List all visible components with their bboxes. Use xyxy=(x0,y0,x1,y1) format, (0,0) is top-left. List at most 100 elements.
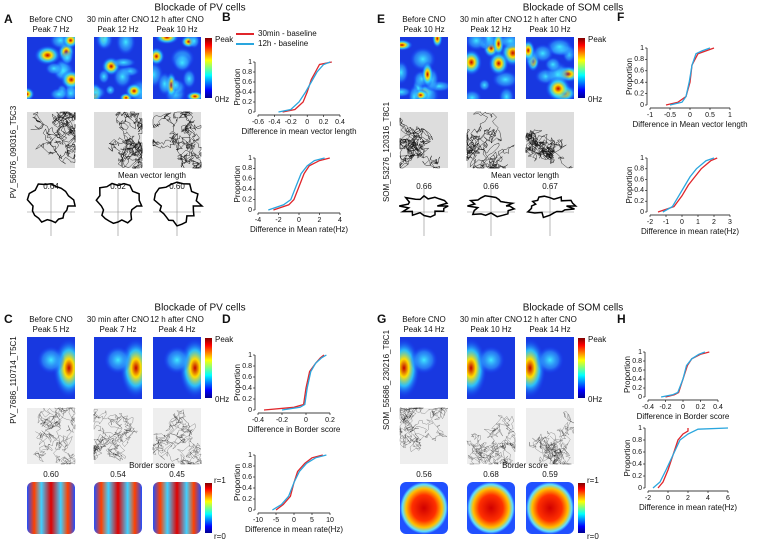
field xyxy=(410,346,438,374)
y-axis-label: Proportion xyxy=(233,166,242,203)
trajectory xyxy=(108,111,143,169)
metric-value: 0.54 xyxy=(110,470,126,479)
section-title: Blockade of SOM cells xyxy=(523,303,624,314)
cell-id: PV_7686_110714_T5C1 xyxy=(9,336,18,424)
y-tick-label: 0.8 xyxy=(634,56,644,63)
section-title: Blockade of PV cells xyxy=(154,303,245,314)
y-tick-label: 0 xyxy=(640,102,644,109)
y-axis-label: Proportion xyxy=(623,440,632,477)
x-tick-label: 1 xyxy=(728,112,732,119)
polar-plot xyxy=(399,194,449,218)
field xyxy=(37,346,65,374)
rate-map xyxy=(27,37,75,99)
cell-id: SOM_55686_230216_T8C1 xyxy=(382,329,391,430)
y-tick-label: 0.8 xyxy=(632,358,642,365)
field xyxy=(531,43,554,63)
y-tick-label: 0.8 xyxy=(242,165,252,172)
x-axis-label: Difference in mean rate(Hz) xyxy=(641,227,739,236)
rate-map-fields xyxy=(526,37,574,99)
section-title: Blockade of SOM cells xyxy=(523,3,624,14)
x-tick-label: -0.2 xyxy=(276,417,288,424)
field xyxy=(185,91,201,99)
rate-map xyxy=(526,337,574,399)
metric-value: 0.60 xyxy=(169,182,185,191)
field xyxy=(163,346,191,374)
y-tick-label: 0.8 xyxy=(242,69,252,76)
metric-value: 0.66 xyxy=(416,182,432,191)
y-tick-label: 1 xyxy=(248,352,252,359)
y-tick-label: 1 xyxy=(638,425,642,432)
metric-label: Mean vector length xyxy=(491,171,559,180)
x-axis-label: Difference in Border score xyxy=(637,412,730,421)
x-tick-label: 4 xyxy=(338,217,342,224)
field xyxy=(188,37,201,49)
x-tick-label: 0.4 xyxy=(335,119,345,126)
rate-map xyxy=(467,337,515,399)
rate-map-fields xyxy=(37,338,75,398)
y-tick-label: 0.4 xyxy=(632,461,642,468)
colorbar xyxy=(205,483,212,533)
field xyxy=(467,48,483,76)
x-tick-label: 5 xyxy=(310,517,314,524)
x-tick-label: 0 xyxy=(305,119,309,126)
x-tick-label: -1 xyxy=(647,112,653,119)
colorbar-label: 0Hz xyxy=(588,95,602,104)
y-tick-label: 0.4 xyxy=(242,186,252,193)
y-tick-label: 0.2 xyxy=(632,385,642,392)
field xyxy=(408,84,420,99)
y-axis-label: Proportion xyxy=(625,167,634,204)
field xyxy=(467,89,483,99)
trajectory xyxy=(466,111,515,169)
y-tick-label: 0.6 xyxy=(242,176,252,183)
trajectory xyxy=(33,407,76,465)
metric-value: 0.62 xyxy=(110,182,126,191)
field xyxy=(421,61,434,88)
x-tick-label: 0 xyxy=(680,219,684,226)
peak-rate: Peak 10 Hz xyxy=(470,325,511,334)
y-tick-label: 0.2 xyxy=(242,99,252,106)
field xyxy=(536,346,564,374)
rate-map xyxy=(526,37,574,99)
cdf-curve xyxy=(282,61,332,113)
y-tick-label: 0.6 xyxy=(632,367,642,374)
trajectory xyxy=(399,407,449,452)
legend-label: 12h - baseline xyxy=(258,39,309,48)
y-tick-label: 0.4 xyxy=(242,385,252,392)
autocorrelogram xyxy=(153,482,201,534)
peak-rate: Peak 12 Hz xyxy=(470,25,511,34)
y-tick-label: 0.6 xyxy=(242,474,252,481)
x-axis-label: Difference in Mean vector length xyxy=(632,120,747,129)
peak-rate: Peak 14 Hz xyxy=(529,325,570,334)
y-tick-label: 0.8 xyxy=(634,166,644,173)
field xyxy=(153,47,165,66)
section-title: Blockade of PV cells xyxy=(154,3,245,14)
rate-map-fields xyxy=(467,338,505,398)
rate-map-fields xyxy=(400,37,448,99)
autocorrelogram xyxy=(526,482,574,534)
x-tick-label: -1 xyxy=(663,219,669,226)
y-tick-label: 0.4 xyxy=(634,79,644,86)
colorbar xyxy=(578,338,585,398)
field xyxy=(34,45,62,66)
cdf-curve xyxy=(272,454,327,511)
y-axis-label: Proportion xyxy=(233,464,242,501)
field xyxy=(115,37,136,56)
x-tick-label: -0.6 xyxy=(252,119,264,126)
cdf-curve xyxy=(263,354,325,411)
rate-map-fields xyxy=(153,37,201,99)
peak-rate: Peak 7 Hz xyxy=(100,325,137,334)
column-header: 30 min after CNO xyxy=(460,315,522,324)
x-tick-label: 2 xyxy=(686,495,690,502)
trajectory xyxy=(399,117,441,169)
field xyxy=(157,71,173,96)
x-tick-label: -4 xyxy=(255,217,261,224)
field xyxy=(172,53,192,73)
field xyxy=(545,76,572,99)
y-tick-label: 0.6 xyxy=(632,449,642,456)
field xyxy=(105,84,116,96)
x-axis-label: Difference in mean rate(Hz) xyxy=(639,503,737,512)
metric-label: Border score xyxy=(502,461,548,470)
rate-map xyxy=(94,337,142,399)
rate-map-fields xyxy=(163,338,201,398)
cdf-curve xyxy=(275,454,323,511)
